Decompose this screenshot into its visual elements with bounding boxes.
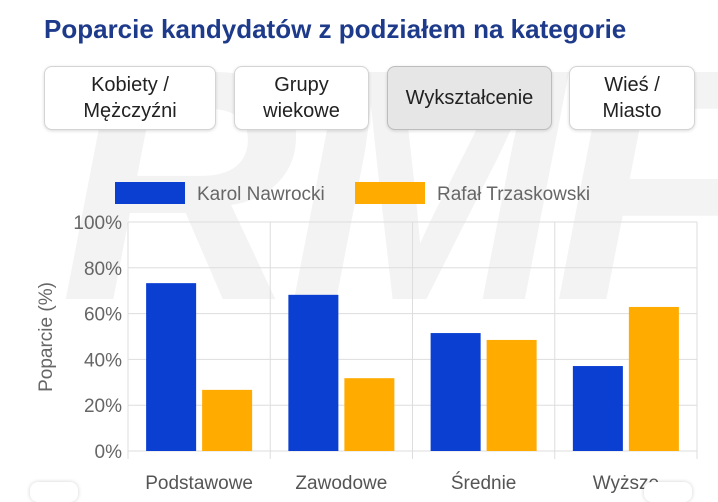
y-tick-label: 0% [95,442,123,463]
bars [146,283,679,451]
y-tick-label: 20% [84,396,122,417]
y-tick-label: 100% [73,213,122,234]
tab-age-groups[interactable]: Grupy wiekowe [234,66,369,130]
bar-trzaskowski-3[interactable] [628,306,679,451]
y-axis-label: Poparcie (%) [36,282,57,392]
x-category-label: Zawodowe [295,473,387,494]
legend-swatch [355,182,425,204]
bar-nawrocki-3[interactable] [572,366,623,451]
bottom-left-card [30,482,78,502]
bar-nawrocki-1[interactable] [288,294,339,451]
tab-education[interactable]: Wykształcenie [387,66,552,130]
bar-trzaskowski-0[interactable] [202,389,253,451]
legend-label: Rafał Trzaskowski [437,184,590,205]
x-axis-categories: Podstawowe Zawodowe Średnie Wyższe [145,472,659,494]
bar-nawrocki-0[interactable] [146,283,197,451]
x-category-label: Podstawowe [145,473,253,494]
bar-trzaskowski-1[interactable] [344,378,395,451]
bar-trzaskowski-2[interactable] [486,339,537,451]
x-category-label: Średnie [451,472,517,494]
bottom-right-card [644,482,692,502]
y-tick-label: 60% [84,305,122,326]
x-category-label: Wyższe [593,473,659,494]
legend: Karol Nawrocki Rafał Trzaskowski [115,182,590,205]
legend-label: Karol Nawrocki [197,184,325,205]
tab-village-city[interactable]: Wieś / Miasto [569,66,695,130]
y-axis-ticks: 0% 20% 40% 60% 80% 100% [73,213,122,463]
y-tick-label: 40% [84,350,122,371]
page-title: Poparcie kandydatów z podziałem na kateg… [44,14,627,44]
y-tick-label: 80% [84,259,122,280]
legend-swatch [115,182,185,204]
tab-gender[interactable]: Kobiety / Mężczyźni [44,66,216,130]
bar-nawrocki-2[interactable] [430,333,481,451]
